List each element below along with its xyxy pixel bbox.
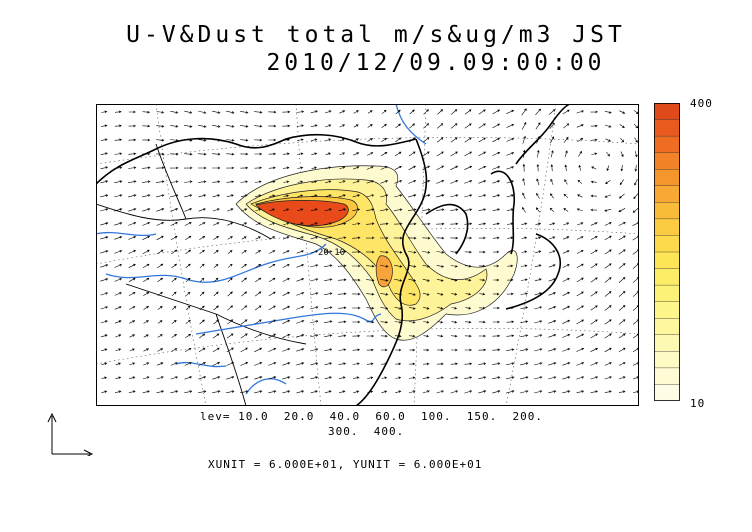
colorbar-swatch <box>654 351 680 369</box>
colorbar-swatch <box>654 152 680 170</box>
reference-vector-icon <box>47 412 94 456</box>
colorbar-swatch <box>654 301 680 319</box>
colorbar-frame <box>654 103 680 401</box>
colorbar-max-label: 400 <box>690 97 713 110</box>
contour-levels-line2: 300. 400. <box>328 425 405 438</box>
colorbar-swatch <box>654 235 680 253</box>
colorbar-swatch <box>654 218 680 236</box>
wind-arrow-field <box>100 108 639 394</box>
plot-datetime: 2010/12/09.09:00:00 <box>266 50 606 76</box>
colorbar-swatch <box>654 318 680 336</box>
colorbar-swatch <box>654 135 680 154</box>
colorbar-swatch <box>654 119 680 137</box>
colorbar <box>654 103 680 401</box>
dust-contour-korea <box>375 255 393 288</box>
colorbar-swatch <box>654 103 680 121</box>
colorbar-swatch <box>654 384 680 401</box>
dust-plume <box>235 165 518 341</box>
colorbar-swatch <box>654 284 680 303</box>
plot-title: U-V&Dust total m/s&ug/m3 JST <box>126 22 626 48</box>
dust-contour-core <box>255 200 349 227</box>
colorbar-min-label: 10 <box>690 397 706 410</box>
contour-levels-line1: lev= 10.0 20.0 40.0 60.0 100. 150. 200. <box>200 410 544 423</box>
coastlines <box>96 104 572 406</box>
borders <box>96 143 307 406</box>
colorbar-swatch <box>654 169 680 187</box>
map-panel: 20 10 <box>96 104 639 406</box>
colorbar-swatch <box>654 251 680 270</box>
wind-vectors <box>100 108 639 394</box>
rivers <box>96 104 427 395</box>
colorbar-swatch <box>654 202 680 220</box>
colorbar-swatch <box>654 334 680 352</box>
colorbar-swatch <box>654 268 680 286</box>
colorbar-swatch <box>654 367 680 385</box>
contour-label: 20 10 <box>318 248 345 258</box>
colorbar-swatch <box>654 185 680 203</box>
map-frame <box>96 104 639 406</box>
vector-unit-text: XUNIT = 6.000E+01, YUNIT = 6.000E+01 <box>208 458 483 471</box>
graticule <box>96 104 639 406</box>
